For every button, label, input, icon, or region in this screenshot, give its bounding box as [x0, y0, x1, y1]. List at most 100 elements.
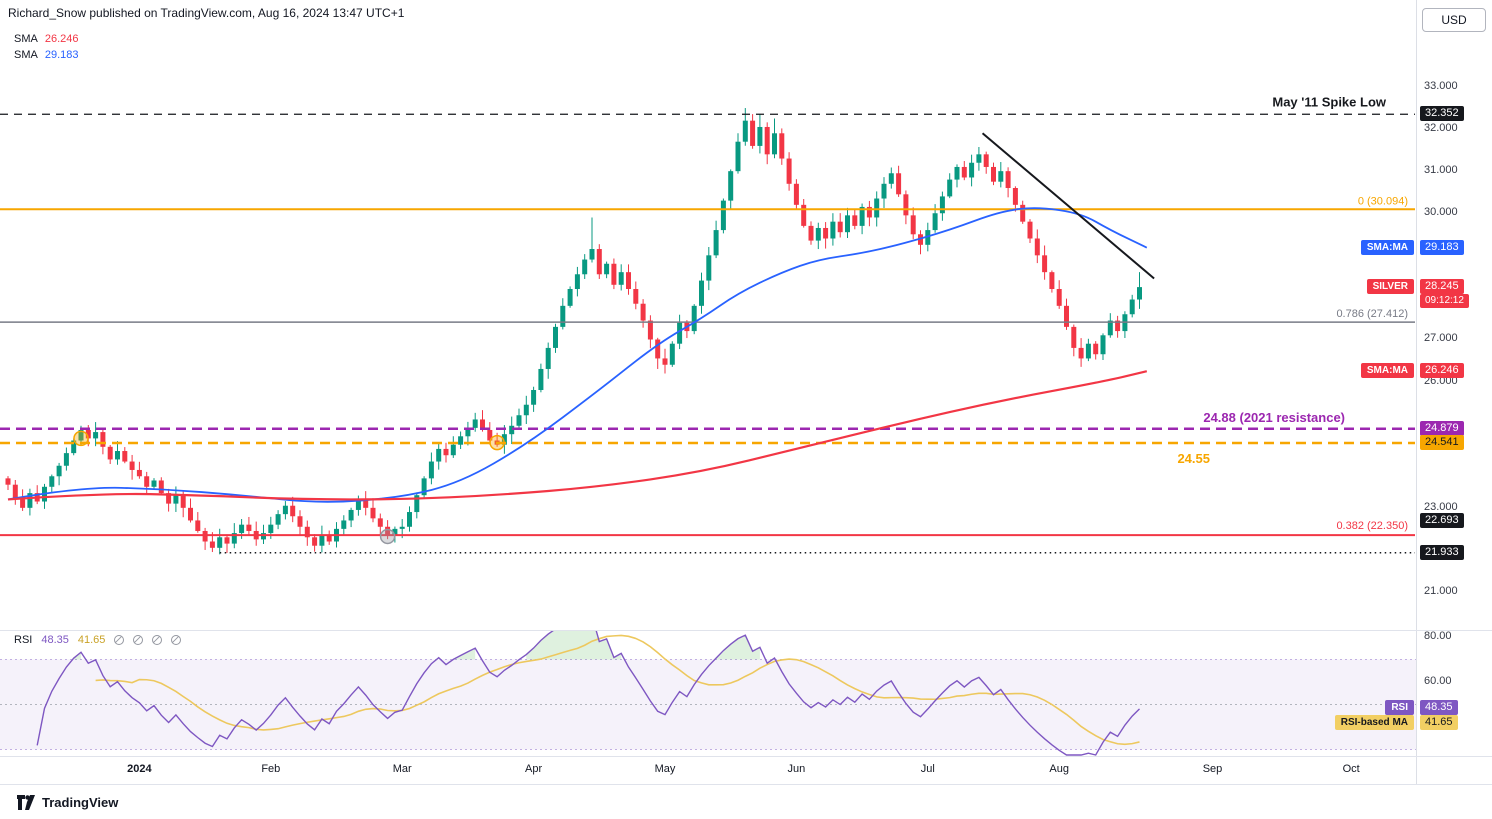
- candle-body: [640, 303, 646, 321]
- candle-body: [501, 434, 507, 445]
- price-tick-label: 33.000: [1424, 80, 1458, 92]
- candle-body: [100, 432, 106, 447]
- price-badge: 24.879: [1420, 420, 1464, 436]
- sma-legend-value: 29.183: [44, 49, 79, 61]
- candle-body: [1129, 299, 1135, 315]
- candle-body: [144, 476, 150, 487]
- time-axis-month-label: May: [654, 763, 676, 775]
- trendline: [981, 132, 1155, 280]
- candle-body: [319, 535, 325, 546]
- candle-body: [837, 221, 843, 233]
- price-axis[interactable]: USD 33.000 32.000 31.000 30.000 27.000 26.000…: [1416, 0, 1492, 784]
- candle-body: [1115, 320, 1121, 332]
- candle-body: [903, 194, 909, 216]
- level-label: 24.55: [1177, 451, 1210, 466]
- candle-body: [1078, 347, 1084, 359]
- time-axis-month-label: Apr: [525, 763, 543, 775]
- candle-body: [932, 213, 938, 231]
- candle-body: [282, 505, 288, 515]
- candle-body: [830, 221, 836, 239]
- tradingview-logo-icon[interactable]: [16, 794, 35, 811]
- candle-body: [49, 476, 55, 487]
- price-badge: 22.693: [1420, 512, 1464, 528]
- circle-marker: [379, 528, 396, 545]
- candle-body: [231, 533, 237, 544]
- circle-marker: [489, 434, 505, 451]
- price-chart-canvas[interactable]: May '11 Spike Low 0 (30.094) 0.786 (27.412…: [0, 0, 1416, 630]
- candle-body: [567, 288, 573, 306]
- indicator-name-pill: SILVER: [1366, 279, 1414, 295]
- rsi-value: 48.35: [41, 634, 69, 646]
- candle-body: [209, 541, 215, 548]
- price-badge: 26.246: [1420, 363, 1464, 379]
- candle-body: [20, 499, 26, 508]
- sma-legend-value: 26.246: [44, 33, 79, 45]
- candle-body: [523, 404, 529, 416]
- level-label: 0 (30.094): [1358, 195, 1408, 207]
- price-badge: 09:12:12: [1420, 294, 1469, 309]
- candle-body: [553, 326, 558, 348]
- candle-body: [107, 446, 113, 460]
- main-chart-region[interactable]: May '11 Spike Low 0 (30.094) 0.786 (27.412…: [0, 0, 1416, 630]
- time-axis-month-label: Mar: [392, 763, 412, 775]
- time-axis-month-label: Feb: [261, 763, 281, 775]
- candle-body: [691, 305, 697, 332]
- candle-body: [1137, 287, 1142, 300]
- rsi-band: [0, 659, 1416, 750]
- candle-body: [801, 204, 807, 226]
- candle-body: [93, 432, 99, 439]
- time-axis[interactable]: 2024 Feb Mar Apr May Jun Jul Aug Sep Oct: [0, 757, 1416, 783]
- candle-body: [728, 171, 734, 201]
- candle-body: [217, 537, 223, 548]
- rsi-overbought-fill: [716, 635, 760, 660]
- time-axis-month-label: Sep: [1202, 763, 1223, 775]
- panel-separator[interactable]: [0, 756, 1492, 757]
- footer-separator: [0, 784, 1492, 785]
- price-tick-label: 32.000: [1424, 122, 1458, 135]
- level-label: 0.786 (27.412): [1336, 308, 1408, 320]
- candle-body: [63, 453, 69, 466]
- candle-body: [779, 133, 785, 159]
- rsi-legend-label[interactable]: RSI: [14, 634, 33, 646]
- candle-body: [866, 206, 872, 218]
- price-badge: 21.933: [1420, 544, 1464, 560]
- brand-name[interactable]: TradingView: [42, 794, 119, 810]
- candle-body: [458, 436, 464, 445]
- candle-body: [377, 518, 383, 527]
- candle-body: [1093, 343, 1099, 355]
- visibility-icon[interactable]: [114, 635, 125, 645]
- candle-body: [472, 419, 478, 428]
- rsi-panel-region[interactable]: [0, 614, 1416, 756]
- candle-body: [195, 520, 201, 531]
- sma-legend-row[interactable]: SMA 29.183: [14, 47, 79, 63]
- candle-body: [786, 158, 792, 184]
- candle-body: [480, 419, 485, 430]
- candle-body: [662, 358, 668, 365]
- candle-body: [443, 448, 449, 456]
- candle-body: [991, 166, 996, 182]
- candle-body: [385, 526, 391, 536]
- candle-body: [1071, 326, 1077, 348]
- sma-legend-row[interactable]: SMA 26.246: [14, 31, 79, 47]
- rsi-ma-line: [95, 634, 1140, 746]
- candle-body: [910, 215, 916, 235]
- candle-body: [531, 389, 537, 405]
- candle-body: [516, 415, 522, 426]
- candle-body: [589, 249, 595, 260]
- currency-toggle-button[interactable]: USD: [1422, 8, 1486, 32]
- candle-body: [341, 520, 347, 529]
- settings-icon[interactable]: [133, 635, 144, 645]
- candle-body: [699, 280, 704, 306]
- candle-body: [560, 305, 566, 327]
- more-icon[interactable]: [171, 635, 182, 645]
- indicator-name-pill: SMA:MA: [1360, 363, 1414, 379]
- candle-body: [509, 425, 515, 435]
- candle-body: [1064, 305, 1069, 327]
- candle-body: [348, 509, 354, 521]
- candle-body: [998, 171, 1004, 182]
- delete-icon[interactable]: [152, 635, 163, 645]
- rsi-tick-label: 80.00: [1424, 630, 1452, 642]
- panel-separator[interactable]: [0, 630, 1492, 631]
- rsi-panel-canvas[interactable]: [0, 614, 1416, 756]
